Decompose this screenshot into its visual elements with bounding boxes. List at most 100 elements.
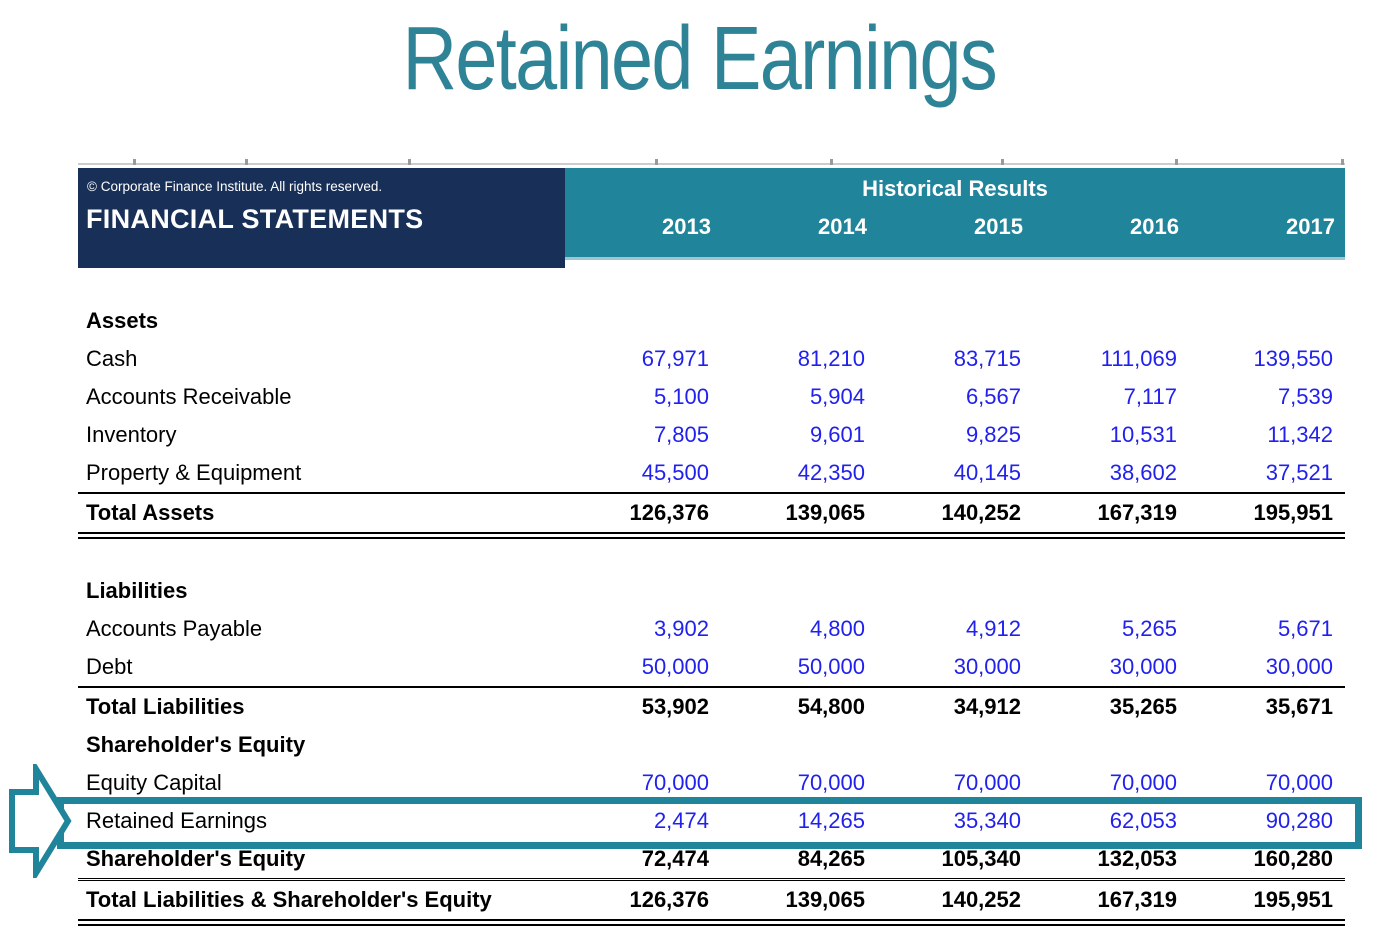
table-row: Property & Equipment 45,500 42,350 40,145 38…: [78, 454, 1345, 492]
cell-value: 5,100: [653, 384, 709, 409]
cell-value: 9,825: [965, 422, 1021, 447]
page-title: Retained Earnings: [0, 8, 1399, 111]
cell-value: 70,000: [1109, 770, 1177, 795]
cell-value: 7,117: [1123, 384, 1177, 409]
column-tick: [1341, 159, 1344, 165]
row-label: Retained Earnings: [86, 808, 268, 833]
cell-value: 5,265: [1121, 616, 1177, 641]
table-row: Total Assets 126,376 139,065 140,252 167,319…: [78, 492, 1345, 539]
cell-value: 70,000: [953, 770, 1021, 795]
column-tick: [133, 159, 136, 165]
row-label: Property & Equipment: [86, 460, 302, 485]
cell-value: 195,951: [1253, 887, 1333, 912]
row-label: Shareholder's Equity: [86, 732, 306, 757]
table-row: Assets: [78, 302, 1345, 340]
table-title: FINANCIAL STATEMENTS: [86, 204, 424, 234]
row-label: Debt: [86, 654, 133, 679]
cell-value: 111,069: [1100, 346, 1177, 371]
cell-value: 70,000: [1265, 770, 1333, 795]
column-tick: [408, 159, 411, 165]
cell-value: 4,912: [965, 616, 1021, 641]
table-header-left: © Corporate Finance Institute. All right…: [78, 168, 565, 268]
cell-value: 14,265: [797, 808, 865, 833]
column-tick: [655, 159, 658, 165]
column-tick: [245, 159, 248, 165]
cell-value: 4,800: [809, 616, 865, 641]
cell-value: 34,912: [953, 694, 1021, 719]
cell-value: 126,376: [629, 887, 709, 912]
row-label: Liabilities: [86, 578, 188, 603]
cell-value: 70,000: [641, 770, 709, 795]
table-row: Total Liabilities 53,902 54,800 34,912 35,26…: [78, 686, 1345, 726]
cell-value: 105,340: [941, 846, 1021, 871]
cell-value: 84,265: [797, 846, 865, 871]
cell-value: 140,252: [941, 500, 1021, 525]
row-label: Total Liabilities: [86, 694, 245, 719]
spacer-row: [78, 539, 1345, 572]
cell-value: 30,000: [1109, 654, 1177, 679]
row-label: Total Liabilities & Shareholder's Equity: [86, 887, 492, 912]
table-row: Accounts Payable 3,902 4,800 4,912 5,265 5,67…: [78, 610, 1345, 648]
table-row: Shareholder's Equity 72,474 84,265 105,340 1…: [78, 840, 1345, 878]
cell-value: 132,053: [1097, 846, 1177, 871]
cell-value: 37,521: [1265, 460, 1333, 485]
cell-value: 3,902: [653, 616, 709, 641]
year-header: 2017: [1286, 214, 1335, 239]
cell-value: 5,671: [1277, 616, 1333, 641]
highlight-arrow-icon: [9, 764, 72, 878]
year-header: 2014: [818, 214, 867, 239]
cell-value: 70,000: [797, 770, 865, 795]
table-header: © Corporate Finance Institute. All right…: [78, 168, 1345, 268]
column-tick: [1001, 159, 1004, 165]
cell-value: 90,280: [1265, 808, 1333, 833]
cell-value: 53,902: [641, 694, 709, 719]
row-label: Equity Capital: [86, 770, 222, 795]
cell-value: 62,053: [1109, 808, 1177, 833]
cell-value: 54,800: [797, 694, 865, 719]
cell-value: 10,531: [1109, 422, 1177, 447]
cell-value: 35,265: [1109, 694, 1177, 719]
year-columns: 2013 2014 2015 2016 2017: [565, 214, 1345, 240]
cell-value: 195,951: [1253, 500, 1333, 525]
cell-value: 7,539: [1277, 384, 1333, 409]
table-row: Inventory 7,805 9,601 9,825 10,531 11,342: [78, 416, 1345, 454]
spreadsheet-gridline: [78, 159, 1345, 165]
table-row: Shareholder's Equity: [78, 726, 1345, 764]
row-label: Shareholder's Equity: [86, 846, 306, 871]
cell-value: 83,715: [953, 346, 1021, 371]
cell-value: 67,971: [641, 346, 709, 371]
column-tick: [1175, 159, 1178, 165]
year-header: 2013: [662, 214, 711, 239]
year-header: 2016: [1130, 214, 1179, 239]
cell-value: 7,805: [653, 422, 709, 447]
cell-value: 30,000: [953, 654, 1021, 679]
table-body: Assets Cash 67,971 81,210 83,715 111,069 139,5…: [57, 302, 1362, 926]
column-tick: [830, 159, 833, 165]
financial-statements-table: © Corporate Finance Institute. All right…: [57, 168, 1362, 926]
row-label: Accounts Receivable: [86, 384, 292, 409]
row-label: Assets: [86, 308, 159, 333]
cell-value: 40,145: [953, 460, 1021, 485]
table-row: Cash 67,971 81,210 83,715 111,069 139,550: [78, 340, 1345, 378]
table-header-right: Historical Results 2013 2014 2015 2016 2017: [565, 168, 1345, 257]
cell-value: 139,550: [1253, 346, 1333, 371]
cell-value: 35,340: [953, 808, 1021, 833]
cell-value: 11,342: [1267, 422, 1333, 447]
table-row: Liabilities: [78, 572, 1345, 610]
cell-value: 38,602: [1109, 460, 1177, 485]
cell-value: 42,350: [797, 460, 865, 485]
cell-value: 81,210: [797, 346, 865, 371]
cell-value: 72,474: [641, 846, 709, 871]
historical-results-label: Historical Results: [862, 176, 1048, 201]
cell-value: 167,319: [1097, 887, 1177, 912]
cell-value: 50,000: [797, 654, 865, 679]
cell-value: 6,567: [965, 384, 1021, 409]
year-header: 2015: [974, 214, 1023, 239]
row-label: Cash: [86, 346, 138, 371]
cell-value: 5,904: [809, 384, 865, 409]
cell-value: 140,252: [941, 887, 1021, 912]
cell-value: 160,280: [1253, 846, 1333, 871]
table-row: Total Liabilities & Shareholder's Equity…: [78, 878, 1345, 926]
table-row: Accounts Receivable 5,100 5,904 6,567 7,117 7…: [78, 378, 1345, 416]
